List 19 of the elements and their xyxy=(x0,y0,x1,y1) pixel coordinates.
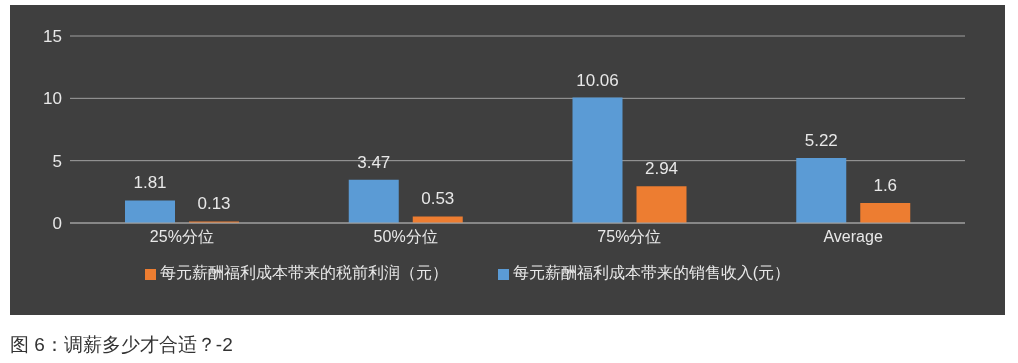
x-tick-label: Average xyxy=(823,228,883,246)
data-label: 2.94 xyxy=(644,159,679,179)
x-tick-label: 75%分位 xyxy=(597,228,662,246)
y-tick-label: 10 xyxy=(43,89,62,109)
x-tick-label: 25%分位 xyxy=(149,228,214,246)
y-tick-label: 15 xyxy=(43,27,62,47)
y-tick-label: 5 xyxy=(52,151,62,171)
data-label: 1.81 xyxy=(133,173,167,193)
x-tick-label: 50%分位 xyxy=(373,228,438,246)
caption: 图 6：调薪多少才合适？-2 xyxy=(10,333,233,357)
y-tick-label: 0 xyxy=(52,214,62,234)
data-label: 3.47 xyxy=(357,152,391,172)
data-label: 5.22 xyxy=(804,130,838,150)
data-label: 1.6 xyxy=(873,176,898,196)
data-label: 10.06 xyxy=(576,70,619,90)
data-label: 0.53 xyxy=(421,189,455,209)
legend-label: 每元薪酬福利成本带来的税前利润（元） xyxy=(159,264,448,281)
legend-label: 每元薪酬福利成本带来的销售收入(元） xyxy=(512,264,791,281)
data-label: 0.13 xyxy=(197,194,231,214)
